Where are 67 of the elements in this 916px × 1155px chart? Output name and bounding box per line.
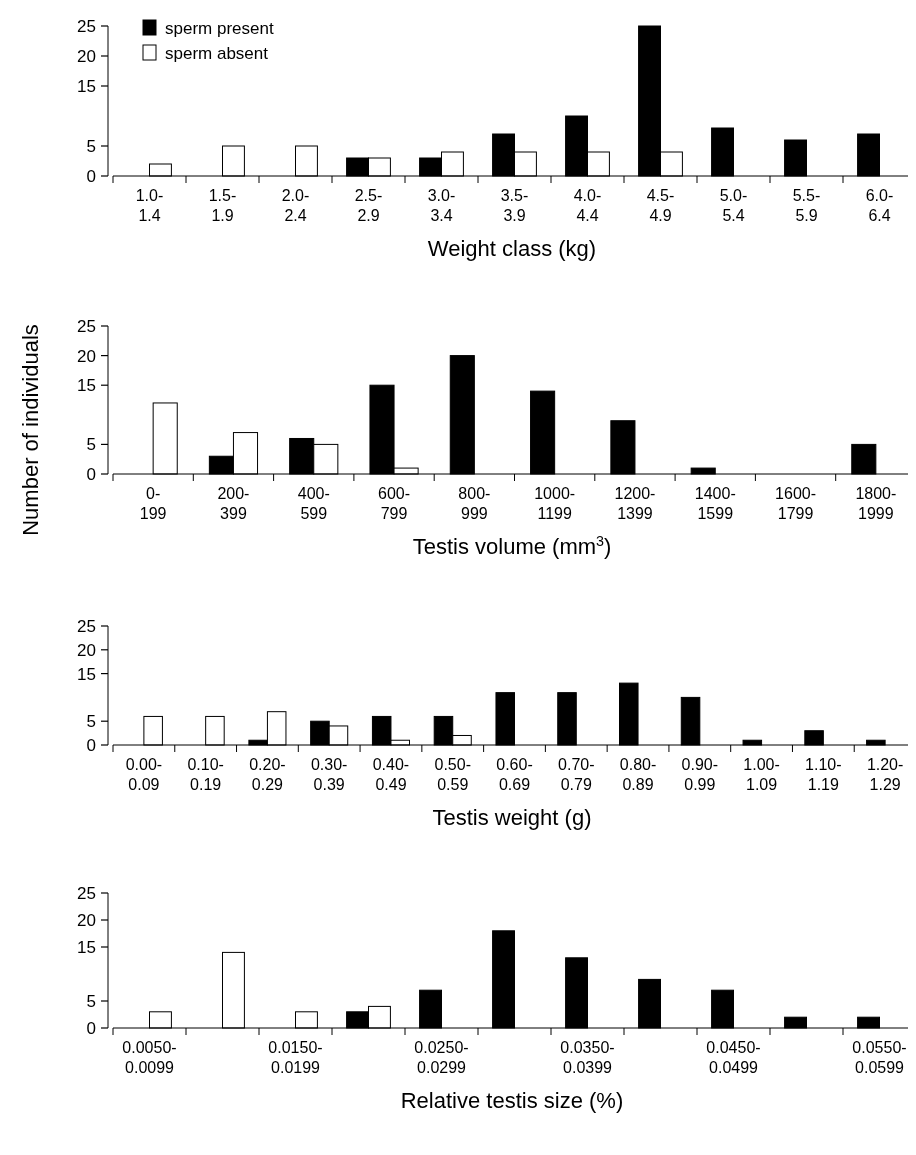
x-tick-label: 0.30- 0.39 (310, 756, 348, 793)
x-tick-label: 0.0350- 0.0399 (560, 1039, 615, 1076)
x-axis-title: Testis volume (mm$^{3}$) (412, 533, 612, 559)
x-tick-label: 5.5- 5.9 (792, 187, 821, 224)
x-tick-label: 5.0- 5.4 (719, 187, 748, 224)
x-tick-label: 4.5- 4.9 (646, 187, 675, 224)
y-tick-label: 25 (77, 883, 96, 903)
y-tick-label: 20 (77, 46, 96, 66)
x-tick-label: 0.90- 0.99 (681, 756, 719, 793)
y-tick-label: 0 (86, 166, 96, 186)
x-tick-label: 0.0450- 0.0499 (706, 1039, 761, 1076)
x-tick-label: 0.0250- 0.0299 (414, 1039, 469, 1076)
legend-label: sperm absent (165, 43, 269, 63)
y-axis-title: Number of individuals (18, 324, 43, 536)
x-tick-label: 2.5- 2.9 (354, 187, 383, 224)
y-tick-label: 25 (77, 16, 96, 36)
x-axis-title: Relative testis size (%) (400, 1088, 624, 1113)
x-tick-label: 1600- 1799 (775, 485, 817, 522)
x-tick-label: 0.60- 0.69 (496, 756, 533, 793)
y-tick-label: 15 (77, 376, 96, 396)
y-tick-label: 5 (86, 991, 96, 1011)
y-tick-label: 20 (77, 910, 96, 930)
x-tick-label: 1.0- 1.4 (135, 187, 164, 224)
x-tick-label: 200- 399 (217, 485, 250, 522)
x-tick-label: 0.10- 0.19 (187, 756, 224, 793)
y-tick-label: 20 (77, 640, 96, 660)
y-tick-label: 5 (86, 435, 96, 455)
y-tick-label: 15 (77, 937, 96, 957)
x-tick-label: 0.20- 0.29 (249, 756, 286, 793)
x-tick-label: 0.70- 0.79 (558, 756, 595, 793)
x-tick-label: 6.0- 6.4 (865, 187, 894, 224)
y-tick-label: 5 (86, 136, 96, 156)
x-axis-title: Weight class (kg) (427, 236, 597, 261)
x-tick-label: 600- 799 (378, 485, 411, 522)
x-tick-label: 0.0050- 0.0099 (122, 1039, 177, 1076)
x-tick-label: 1.00- 1.09 (743, 756, 780, 793)
x-tick-label: 400- 599 (297, 485, 330, 522)
x-tick-label: 1800- 1999 (855, 485, 897, 522)
y-tick-label: 5 (86, 712, 96, 732)
x-tick-label: 1200- 1399 (614, 485, 656, 522)
x-tick-label: 1400- 1599 (694, 485, 736, 522)
y-tick-label: 20 (77, 346, 96, 366)
x-tick-label: 3.5- 3.9 (500, 187, 529, 224)
x-tick-label: 0.0150- 0.0199 (268, 1039, 323, 1076)
y-tick-label: 25 (77, 616, 96, 636)
x-tick-label: 0.00- 0.09 (125, 756, 163, 793)
legend-label: sperm present (165, 18, 274, 38)
x-tick-label: 0.50- 0.59 (434, 756, 471, 793)
x-tick-label: 3.0- 3.4 (427, 187, 456, 224)
x-tick-label: 2.0- 2.4 (281, 187, 310, 224)
x-tick-label: 0.40- 0.49 (372, 756, 410, 793)
y-tick-label: 0 (86, 464, 96, 484)
x-tick-label: 0.80- 0.89 (619, 756, 657, 793)
x-tick-label: 800- 999 (458, 485, 491, 522)
x-tick-label: 1.20- 1.29 (866, 756, 904, 793)
x-tick-label: 1.10- 1.19 (805, 756, 842, 793)
x-tick-label: 0.0550- 0.0599 (852, 1039, 907, 1076)
y-tick-label: 0 (86, 735, 96, 755)
x-axis-title: Testis weight (g) (432, 805, 592, 830)
x-tick-label: 1000- 1199 (534, 485, 576, 522)
x-tick-label: 4.0- 4.4 (573, 187, 602, 224)
y-tick-label: 0 (86, 1018, 96, 1038)
x-tick-label: 0- 199 (139, 485, 167, 522)
y-tick-label: 15 (77, 76, 96, 96)
y-tick-label: 15 (77, 664, 96, 684)
y-tick-label: 25 (77, 316, 96, 336)
x-tick-label: 1.5- 1.9 (208, 187, 237, 224)
